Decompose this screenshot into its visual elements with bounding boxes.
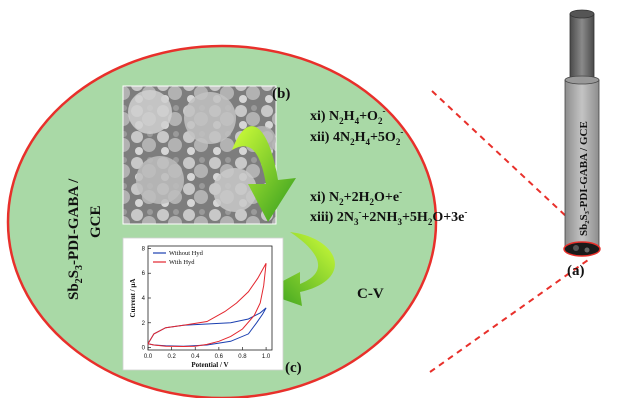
y-tick-label: 8 <box>142 246 146 252</box>
panel-label-c: (c) <box>285 360 302 376</box>
electrode-label: Sb₂S₃-PDI-GABA / GCE <box>578 121 590 236</box>
y-tick-label: 0 <box>142 346 146 352</box>
sem-image <box>122 85 277 225</box>
sem-flower <box>128 90 172 134</box>
electrode: Sb₂S₃-PDI-GABA / GCE (a) <box>563 9 601 279</box>
cv-chart: 0.0 0.2 0.4 0.6 0.8 1.0 0 2 4 6 8 Potential / V Curr… <box>122 237 284 371</box>
sem-flower <box>136 156 184 204</box>
reaction-3: xi) N2+2H2O+e- <box>310 187 402 207</box>
panel-label-b: (b) <box>272 86 290 102</box>
cv-chart-background <box>122 237 284 371</box>
dashed-connector-bottom <box>429 259 589 373</box>
electrode-rod-top <box>569 9 595 19</box>
legend-label: Without Hyd <box>169 250 204 257</box>
panel-label-a: (a) <box>567 263 585 279</box>
x-tick-label: 0.8 <box>238 354 247 360</box>
electrode-tip-deposit <box>584 247 590 253</box>
sem-flower <box>213 168 257 212</box>
electrode-tip <box>563 241 601 257</box>
cv-label: C-V <box>357 286 384 302</box>
cv-plot-area: 0.0 0.2 0.4 0.6 0.8 1.0 0 2 4 6 8 Potential / V Curr… <box>129 245 273 369</box>
electrode-body <box>564 79 600 251</box>
reaction-1: xi) N2H4+O2- <box>310 106 385 126</box>
series-line-with-hyd <box>147 263 267 348</box>
sem-flower <box>184 92 236 144</box>
electrode-tip-deposit <box>573 245 579 251</box>
reaction-4: xiii) 2N3-+2NH3+5H2O+3e- <box>310 207 467 227</box>
x-tick-label: 0.2 <box>167 354 176 360</box>
y-tick-label: 2 <box>142 321 146 327</box>
x-tick-label: 0.6 <box>215 354 224 360</box>
electrode-body-top <box>564 75 600 85</box>
y-tick-label: 6 <box>142 271 146 277</box>
y-tick-label: 4 <box>142 296 146 302</box>
ellipse-label-line2: GCE <box>88 205 104 238</box>
x-tick-label: 0.4 <box>191 354 200 360</box>
reactions: xi) N2H4+O2- xii) 4N2H4+5O2- xi) N2+2H2O… <box>310 106 467 227</box>
x-axis-label: Potential / V <box>191 361 228 369</box>
x-tick-label: 1.0 <box>262 354 271 360</box>
x-tick-label: 0.0 <box>144 354 153 360</box>
ellipse-label: Sb2S3-PDI-GABA / <box>66 178 85 300</box>
arrow-sem-to-reactions <box>232 126 296 222</box>
y-axis-label: Current / µA <box>129 279 137 318</box>
reaction-2: xii) 4N2H4+5O2- <box>310 127 403 147</box>
legend-label: With Hyd <box>169 259 195 266</box>
